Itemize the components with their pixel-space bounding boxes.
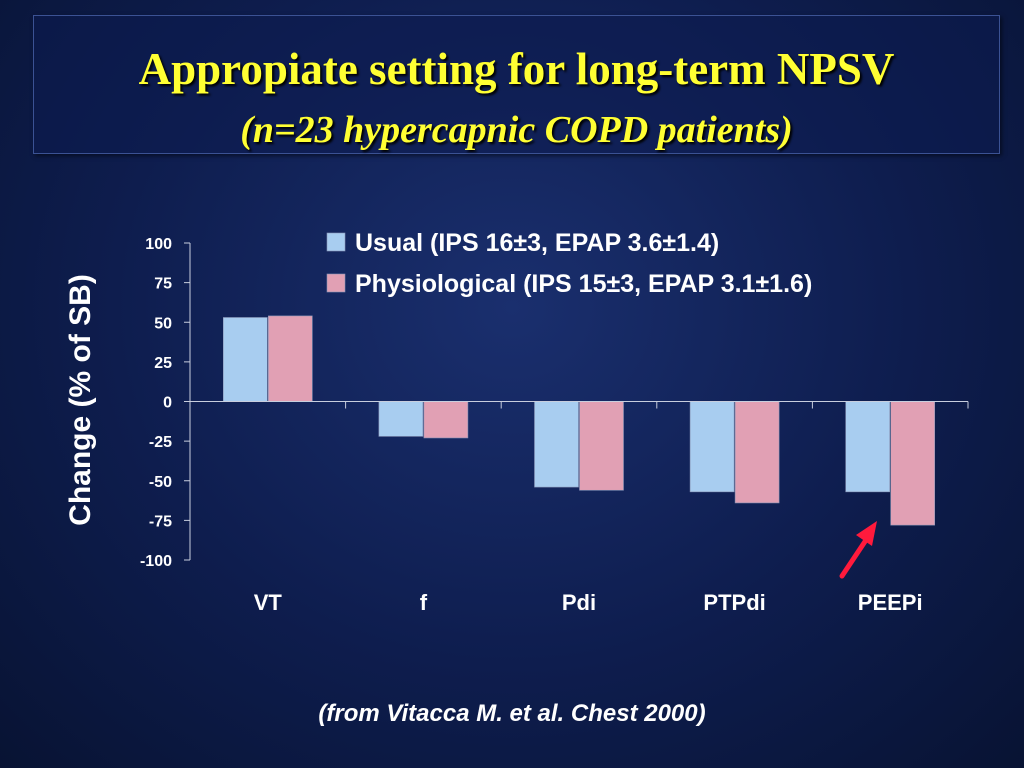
y-axis-title: Change (% of SB) bbox=[64, 274, 97, 526]
bar-peepi-series-1 bbox=[845, 401, 891, 493]
legend-swatch bbox=[326, 232, 346, 252]
legend-label: Physiological (IPS 15±3, EPAP 3.1±1.6) bbox=[355, 270, 812, 298]
slide-title: Appropiate setting for long-term NPSV bbox=[138, 44, 895, 94]
slide-subtitle: (n=23 hypercapnic COPD patients) bbox=[240, 109, 793, 151]
y-tick-label: 25 bbox=[154, 355, 172, 372]
bar-vt-series-2 bbox=[267, 315, 313, 402]
y-tick-label: 100 bbox=[145, 236, 172, 253]
bar-peepi-series-2 bbox=[890, 401, 936, 526]
annotation-arrow-shaft bbox=[839, 537, 869, 579]
x-category-label: f bbox=[420, 590, 428, 615]
bar-f-series-1 bbox=[378, 401, 424, 437]
bar-ptpdi-series-1 bbox=[689, 401, 735, 493]
bar-f-series-2 bbox=[423, 401, 469, 439]
x-category-label: VT bbox=[254, 590, 283, 615]
bar-vt-series-1 bbox=[223, 317, 268, 402]
bar-ptpdi-series-2 bbox=[734, 401, 780, 504]
y-tick-label: -100 bbox=[140, 553, 172, 570]
y-tick-label: 50 bbox=[154, 315, 172, 332]
y-tick-label: -50 bbox=[149, 474, 172, 491]
source-citation: (from Vitacca M. et al. Chest 2000) bbox=[318, 700, 706, 727]
bar-pdi-series-1 bbox=[534, 401, 579, 488]
bar-pdi-series-2 bbox=[579, 401, 624, 491]
x-category-label: PEEPi bbox=[858, 590, 923, 615]
legend-swatch bbox=[326, 273, 346, 293]
title-panel: Appropiate setting for long-term NPSV (n… bbox=[33, 15, 1000, 154]
legend-label: Usual (IPS 16±3, EPAP 3.6±1.4) bbox=[355, 229, 719, 257]
y-tick-label: 75 bbox=[154, 276, 172, 293]
x-category-label: Pdi bbox=[562, 590, 596, 615]
y-tick-label: -25 bbox=[149, 434, 172, 451]
y-tick-label: -75 bbox=[149, 513, 172, 530]
y-tick-label: 0 bbox=[163, 395, 172, 412]
annotation-arrow-head bbox=[856, 521, 877, 546]
x-category-label: PTPdi bbox=[703, 590, 765, 615]
